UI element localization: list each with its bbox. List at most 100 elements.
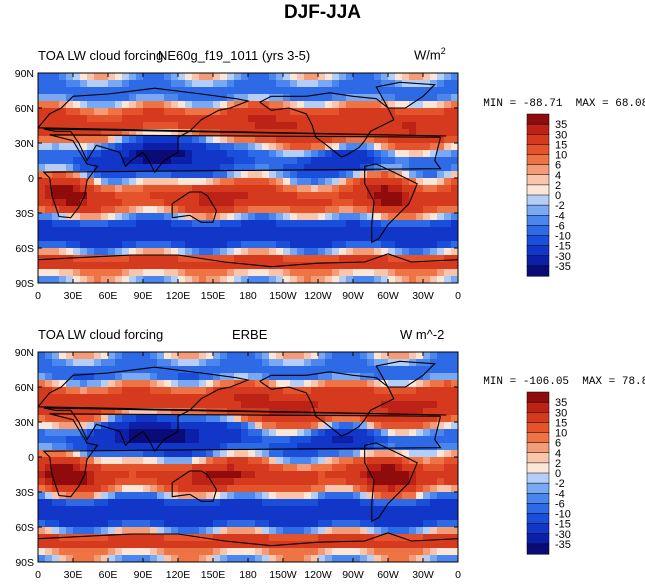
heat-cell — [45, 171, 53, 179]
heat-cell — [360, 192, 368, 200]
heat-cell — [157, 415, 165, 423]
heat-cell — [45, 164, 53, 172]
heat-cell — [178, 115, 186, 123]
heat-cell — [402, 101, 410, 109]
heat-cell — [269, 87, 277, 95]
heat-cell — [164, 199, 172, 207]
heat-cell — [220, 220, 228, 228]
heat-cell — [234, 241, 242, 249]
heat-cell — [234, 192, 242, 200]
heat-cell — [241, 520, 249, 528]
heat-cell — [423, 164, 431, 172]
heat-cell — [297, 359, 305, 367]
heat-cell — [73, 513, 81, 521]
heat-cell — [290, 227, 298, 235]
heat-cell — [304, 241, 312, 249]
heat-cell — [262, 429, 270, 437]
heat-cell — [129, 387, 137, 395]
heat-cell — [332, 485, 340, 493]
heat-cell — [248, 276, 256, 283]
heat-cell — [150, 143, 158, 151]
heat-cell — [269, 541, 277, 549]
heat-cell — [416, 513, 424, 521]
heat-cell — [374, 443, 382, 451]
heat-cell — [108, 443, 116, 451]
heat-cell — [381, 129, 389, 137]
heat-cell — [325, 555, 333, 562]
heat-cell — [171, 73, 179, 81]
heat-cell — [388, 227, 396, 235]
heat-cell — [402, 80, 410, 88]
heat-cell — [248, 269, 256, 277]
heat-cell — [248, 80, 256, 88]
heat-cell — [255, 136, 263, 144]
heat-cell — [444, 73, 452, 81]
heat-cell — [339, 213, 347, 221]
heat-cell — [87, 541, 95, 549]
colorbar-swatch — [526, 154, 550, 166]
heat-cell — [423, 513, 431, 521]
heat-cell — [402, 520, 410, 528]
heat-cell — [192, 443, 200, 451]
heat-cell — [45, 199, 53, 207]
heat-cell — [38, 80, 46, 88]
heat-cell — [381, 394, 389, 402]
heat-cell — [185, 206, 193, 214]
heat-cell — [360, 234, 368, 242]
heat-cell — [346, 136, 354, 144]
heat-cell — [94, 192, 102, 200]
heat-cell — [241, 506, 249, 514]
heat-cell — [143, 101, 151, 109]
heat-cell — [374, 506, 382, 514]
heat-cell — [248, 178, 256, 186]
heat-cell — [164, 415, 172, 423]
heat-cell — [164, 499, 172, 507]
heat-cell — [73, 506, 81, 514]
heat-cell — [248, 443, 256, 451]
heat-cell — [129, 255, 137, 263]
heat-cell — [248, 73, 256, 81]
heat-cell — [213, 171, 221, 179]
heat-cell — [192, 276, 200, 283]
heat-cell — [45, 101, 53, 109]
heat-cell — [213, 80, 221, 88]
heat-cell — [451, 464, 458, 472]
heat-cell — [150, 108, 158, 116]
heat-cell — [367, 213, 375, 221]
heat-cell — [178, 485, 186, 493]
heat-cell — [73, 443, 81, 451]
heat-cell — [45, 401, 53, 409]
heat-cell — [234, 429, 242, 437]
heat-cell — [437, 359, 445, 367]
heat-cell — [192, 115, 200, 123]
heat-cell — [353, 199, 361, 207]
heat-cell — [262, 213, 270, 221]
heat-cell — [241, 150, 249, 158]
heat-cell — [164, 457, 172, 465]
heat-cell — [59, 366, 67, 374]
heat-cell — [101, 101, 109, 109]
heat-cell — [248, 241, 256, 249]
heat-cell — [52, 87, 60, 95]
heat-cell — [157, 143, 165, 151]
heat-cell — [143, 94, 151, 102]
heat-cell — [129, 541, 137, 549]
heat-cell — [52, 541, 60, 549]
heat-cell — [423, 171, 431, 179]
heat-cell — [325, 150, 333, 158]
heat-cell — [262, 513, 270, 521]
heat-cell — [122, 227, 130, 235]
heat-cell — [262, 101, 270, 109]
heat-cell — [451, 276, 458, 283]
heat-cell — [73, 262, 81, 270]
heat-cell — [164, 394, 172, 402]
colorbar-label: 6 — [555, 160, 561, 172]
heat-cell — [444, 499, 452, 507]
heat-cell — [185, 499, 193, 507]
heat-cell — [220, 276, 228, 283]
heat-cell — [241, 185, 249, 193]
heat-cell — [241, 157, 249, 165]
heat-cell — [213, 527, 221, 535]
heat-cell — [150, 527, 158, 535]
heat-cell — [178, 450, 186, 458]
